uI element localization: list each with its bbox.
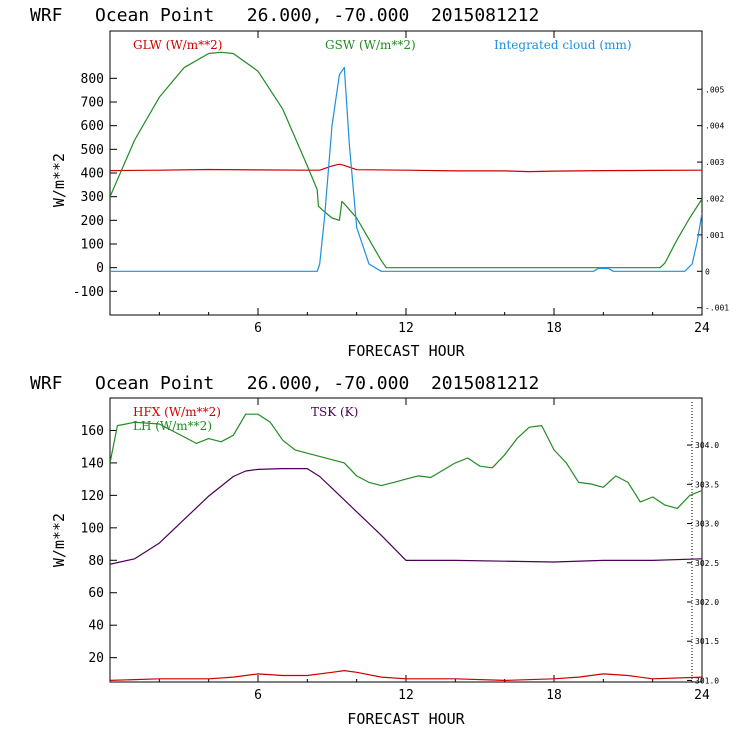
chart-1-y2-tick-label: .004	[705, 122, 724, 131]
chart-1-series-glw-w-m	[110, 163, 702, 173]
chart-1-y2-tick-label: .005	[705, 85, 724, 94]
chart-1-y-axis-label: W/m**2	[50, 153, 68, 207]
chart-1-y-tick-label: 700	[81, 96, 104, 111]
chart-2-y-tick-label: 80	[88, 554, 104, 569]
chart-2-y2-tick-label: 302.5	[695, 559, 719, 568]
chart-2-x-tick-label: 6	[254, 688, 262, 703]
chart-2-x-axis-label: FORECAST HOUR	[347, 710, 465, 728]
chart-2-y-tick-label: 120	[81, 489, 104, 504]
chart-1-y-tick-label: 800	[81, 72, 104, 87]
chart-1-x-tick-label: 18	[546, 321, 562, 336]
chart-1-y-tick-label: 600	[81, 119, 104, 134]
chart-1-y-tick-label: 200	[81, 214, 104, 229]
chart-1-legend-glw: GLW (W/m**2)	[133, 38, 222, 52]
chart-2-legend-hfx: HFX (W/m**2)	[133, 405, 221, 419]
chart-1-x-tick-label: 24	[694, 321, 710, 336]
chart-1-y-tick-label: 0	[96, 261, 104, 276]
chart-2-legend-lh: LH (W/m**2)	[133, 419, 212, 433]
chart-1-x-tick-label: 12	[398, 321, 414, 336]
chart-2-series-hfx-w-m	[110, 669, 702, 682]
chart-2-y-tick-label: 60	[88, 586, 104, 601]
chart-1-series-gsw-w-m	[110, 51, 702, 269]
chart-2-x-tick-label: 18	[546, 688, 562, 703]
chart-1-legend-cloud: Integrated cloud (mm)	[494, 38, 632, 52]
chart-2-y-axis-label: W/m**2	[50, 513, 68, 567]
chart-1-y2-tick-label: 0	[705, 267, 710, 276]
chart-1-y2-tick-label: .001	[705, 231, 724, 240]
chart-1-legend-gsw: GSW (W/m**2)	[325, 38, 416, 52]
chart-2-y2-tick-label: 304.0	[695, 441, 719, 450]
chart-2: WRF Ocean Point 26.000, -70.000 20150812…	[30, 373, 719, 728]
chart-1-y-tick-label: 400	[81, 167, 104, 182]
chart-2-y-tick-label: 100	[81, 521, 104, 536]
chart-2-y-tick-label: 40	[88, 619, 104, 634]
chart-1-title: WRF Ocean Point 26.000, -70.000 20150812…	[30, 5, 539, 26]
chart-1-x-tick-label: 6	[254, 321, 262, 336]
chart-2-legend-tsk: TSK (K)	[311, 405, 358, 419]
chart-2-x-tick-label: 24	[694, 688, 710, 703]
chart-1-y-tick-label: 500	[81, 143, 104, 158]
chart-2-y2-tick-label: 303.5	[695, 480, 719, 489]
chart-2-x-tick-label: 12	[398, 688, 414, 703]
chart-1-y2-tick-label: .002	[705, 194, 724, 203]
chart-2-series-lh-w-m	[110, 413, 702, 509]
chart-1-series-integrated-cloud-mm	[110, 66, 702, 272]
chart-2-y-tick-label: 160	[81, 424, 104, 439]
chart-1-x-axis-label: FORECAST HOUR	[347, 342, 465, 360]
chart-1-y2-tick-label: .003	[705, 158, 724, 167]
chart-2-y-tick-label: 140	[81, 456, 104, 471]
chart-2-series-tsk-k	[110, 468, 702, 565]
chart-2-title: WRF Ocean Point 26.000, -70.000 20150812…	[30, 373, 539, 394]
chart-2-y2-tick-label: 301.0	[695, 676, 719, 685]
chart-1-y-tick-label: 300	[81, 190, 104, 205]
chart-2-y2-tick-label: 301.5	[695, 637, 719, 646]
chart-1-y2-tick-label: -.001	[705, 304, 729, 313]
chart-2-y-tick-label: 20	[88, 651, 104, 666]
chart-1-y-tick-label: 100	[81, 238, 104, 253]
chart-1-y-tick-label: -100	[73, 285, 104, 300]
chart-1: WRF Ocean Point 26.000, -70.000 20150812…	[30, 5, 729, 360]
chart-2-y2-tick-label: 303.0	[695, 520, 719, 529]
chart-2-y2-tick-label: 302.0	[695, 598, 719, 607]
